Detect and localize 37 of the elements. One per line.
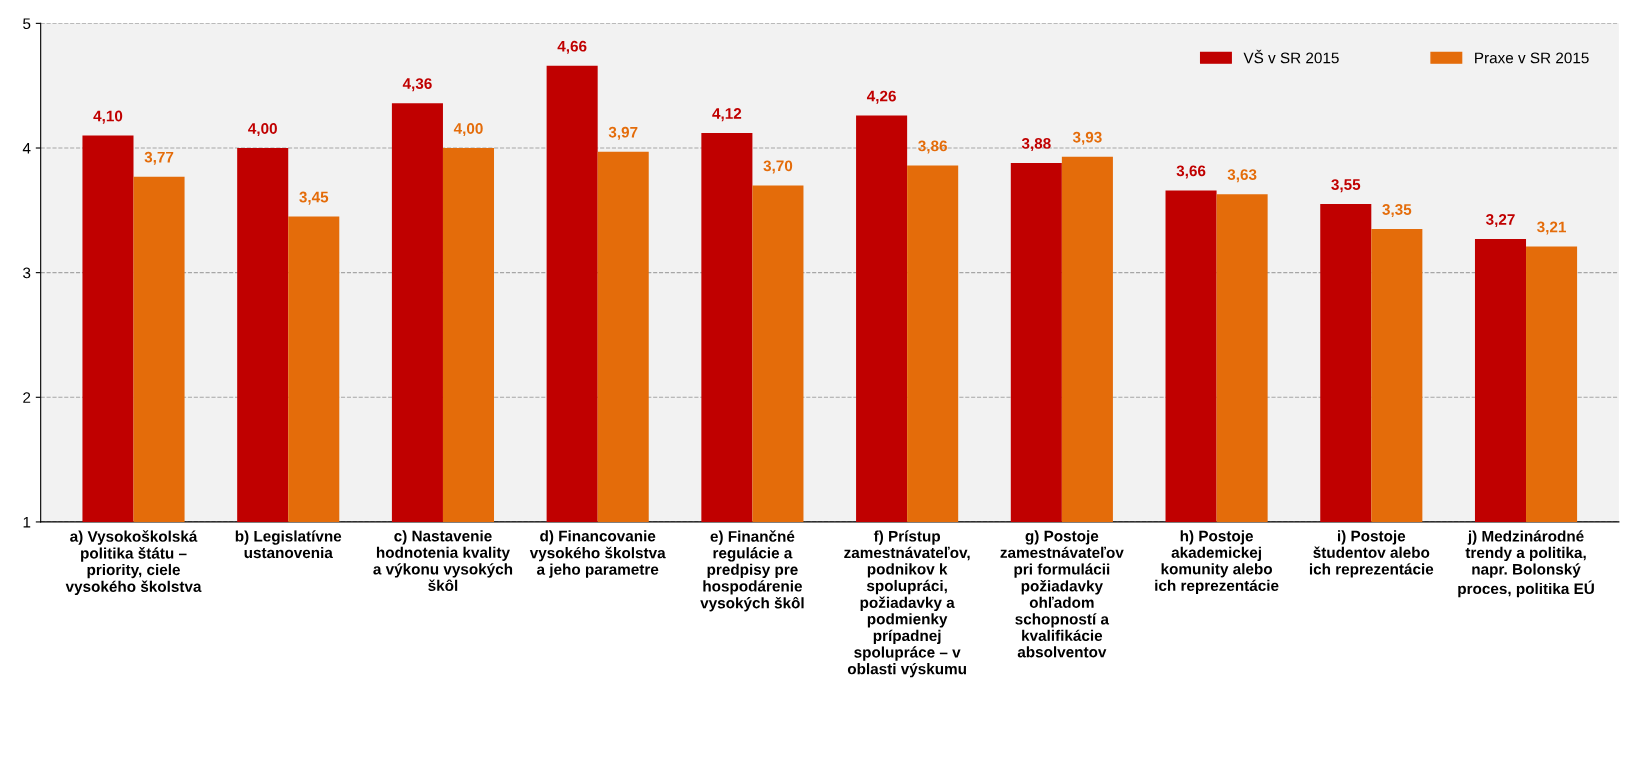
x-tick-label: d) Financovanie vysokého školstva a jeho parametre (529, 530, 666, 578)
x-tick-label: c) Nastavenie hodnotenia kvality a výkonu vysokých škôl (373, 530, 513, 592)
data-label: 4,00 (248, 123, 277, 137)
x-tick-label: g) Postoje zamestnávateľov pri formulácii požiadavky ohľadom schopností a kvalifikácie absolventov (1000, 530, 1124, 658)
data-label: 4,00 (453, 123, 483, 137)
x-tick-label: a) Vysokoškolská politika štátu – priority, ciele vysokého školstva (65, 530, 202, 596)
x-tick-label: e) Finančné regulácie a predpisy pre hospodárenie vysokých škôl (700, 530, 804, 612)
data-label: 4,36 (402, 78, 432, 92)
y-tick-label: 2 (23, 392, 31, 403)
legend-label: VŠ v SR 2015 (1243, 49, 1339, 64)
data-label: 4,26 (866, 90, 896, 104)
data-label: 3,70 (763, 160, 793, 174)
legend-label: Praxe v SR 2015 (1475, 52, 1589, 64)
data-label: 4,10 (93, 110, 123, 124)
y-tick-label: 3 (23, 267, 31, 279)
x-tick-label: h) Postoje akademickej komunity alebo ich reprezentácie (1155, 530, 1279, 595)
data-label: 3,93 (1072, 131, 1102, 145)
x-tick-label: b) Legislatívne ustanovenia (235, 530, 342, 559)
data-label: 3,21 (1537, 221, 1566, 235)
data-label: 3,45 (299, 191, 329, 205)
data-label: 4,12 (712, 108, 742, 122)
data-label: 3,86 (918, 140, 947, 154)
data-label: 4,66 (557, 40, 587, 54)
data-label: 3,88 (1021, 138, 1051, 152)
data-label: 3,97 (608, 126, 638, 140)
data-label: 3,27 (1485, 214, 1515, 228)
category-label: f) Prístup zamestnávateľov, podnikov k spolupráci, požiadavky a podmienky prípadnej spolupráce – v oblasti výskumu (844, 530, 970, 678)
x-tick-label: j) Medzinárodné trendy a politika, napr. Bolonský proces, politika EÚ (1458, 530, 1594, 598)
y-tick-label: 4 (22, 143, 31, 154)
data-label: 3,63 (1227, 169, 1257, 183)
data-label: 3,55 (1331, 179, 1361, 193)
y-tick-label: 1 (23, 516, 31, 528)
data-label: 3,77 (144, 151, 174, 165)
y-tick-label: 5 (23, 18, 31, 30)
data-label: 3,66 (1176, 165, 1206, 179)
x-tick-label: i) Postoje študentov alebo ich reprezentácie (1309, 530, 1434, 578)
data-label: 3,35 (1382, 204, 1412, 218)
